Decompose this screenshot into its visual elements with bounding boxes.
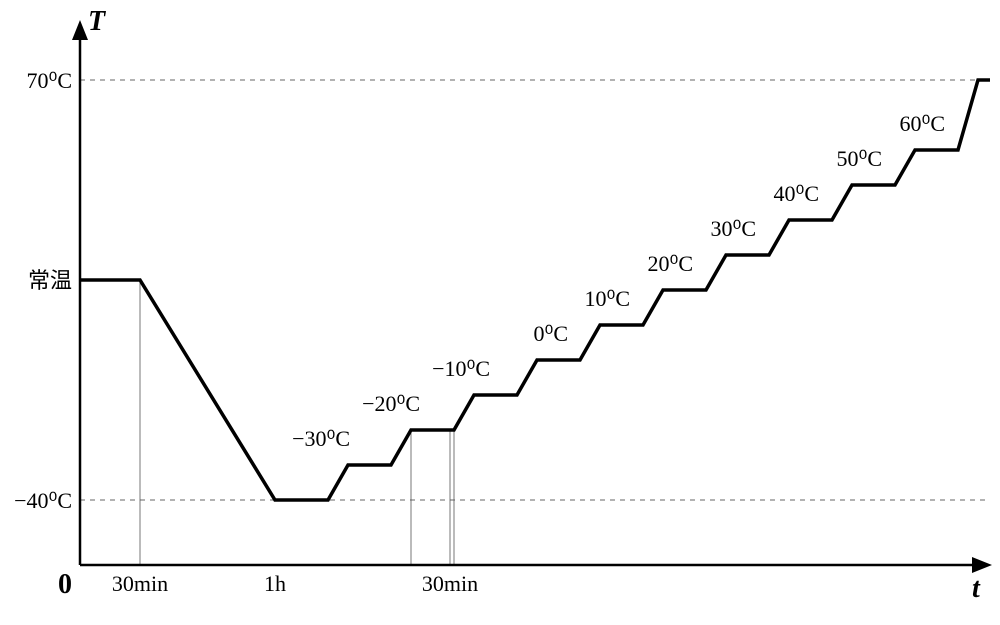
svg-text:30min: 30min — [422, 571, 478, 596]
svg-text:50⁰C: 50⁰C — [837, 146, 883, 171]
svg-text:60⁰C: 60⁰C — [900, 111, 946, 136]
svg-text:1h: 1h — [264, 571, 286, 596]
svg-text:−40⁰C: −40⁰C — [14, 488, 72, 513]
svg-text:T: T — [88, 6, 107, 37]
svg-text:70⁰C: 70⁰C — [27, 68, 73, 93]
svg-text:−10⁰C: −10⁰C — [432, 356, 490, 381]
svg-text:30⁰C: 30⁰C — [711, 216, 757, 241]
svg-text:−20⁰C: −20⁰C — [362, 391, 420, 416]
svg-text:常温: 常温 — [28, 268, 72, 293]
chart-svg: Tt 0 70⁰C 常温 −40⁰C 30min 1h 30min −30⁰C −20⁰C −10⁰… — [0, 0, 1000, 625]
svg-text:0: 0 — [58, 569, 72, 600]
svg-text:t: t — [972, 573, 981, 604]
svg-text:30min: 30min — [112, 571, 168, 596]
temperature-profile-chart: Tt 0 70⁰C 常温 −40⁰C 30min 1h 30min −30⁰C −20⁰C −10⁰… — [0, 0, 1000, 625]
svg-text:0⁰C: 0⁰C — [534, 321, 569, 346]
svg-text:40⁰C: 40⁰C — [774, 181, 820, 206]
svg-text:−30⁰C: −30⁰C — [292, 426, 350, 451]
svg-text:10⁰C: 10⁰C — [585, 286, 631, 311]
svg-text:20⁰C: 20⁰C — [648, 251, 694, 276]
